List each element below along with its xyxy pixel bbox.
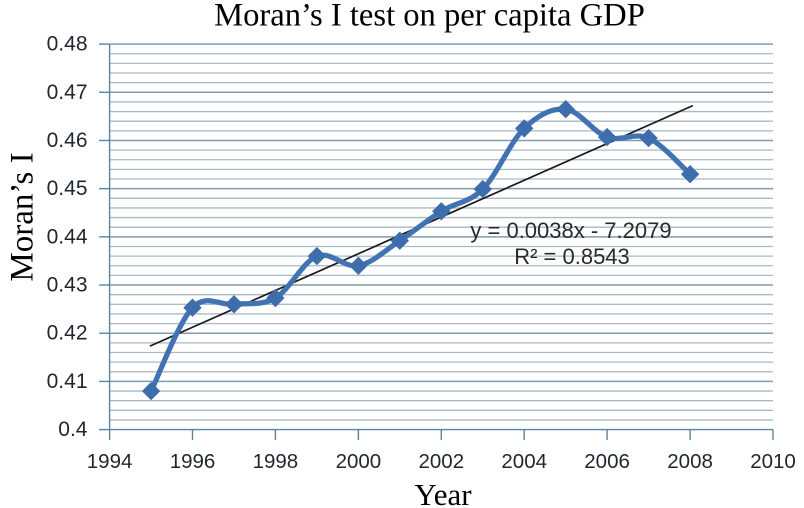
svg-text:Moran’s I test on per capita G: Moran’s I test on per capita GDP [214,0,645,34]
svg-text:0.48: 0.48 [47,33,88,56]
svg-text:Moran’s I: Moran’s I [5,152,41,281]
svg-text:0.43: 0.43 [47,274,88,297]
svg-text:2008: 2008 [667,450,713,473]
svg-text:0.4: 0.4 [58,418,88,441]
svg-text:0.45: 0.45 [47,177,88,200]
svg-text:0.47: 0.47 [47,81,88,104]
svg-text:2010: 2010 [750,450,796,473]
svg-text:0.41: 0.41 [47,370,88,393]
svg-text:2000: 2000 [336,450,382,473]
svg-text:2002: 2002 [418,450,464,473]
svg-text:2004: 2004 [501,450,547,473]
svg-text:1998: 1998 [253,450,299,473]
svg-text:1994: 1994 [87,450,133,473]
svg-text:R² = 0.8543: R² = 0.8543 [514,244,630,269]
svg-text:Year: Year [414,477,472,508]
svg-text:0.46: 0.46 [47,129,88,152]
svg-text:0.44: 0.44 [47,225,88,248]
svg-text:2006: 2006 [584,450,630,473]
svg-text:1996: 1996 [170,450,216,473]
svg-text:y = 0.0038x - 7.2079: y = 0.0038x - 7.2079 [470,218,671,243]
svg-text:0.42: 0.42 [47,322,88,345]
